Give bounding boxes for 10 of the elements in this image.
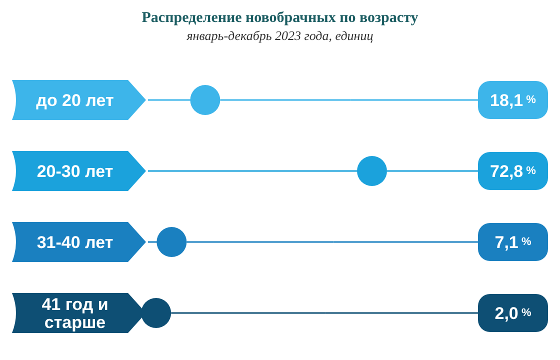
chart-subtitle: январь-декабрь 2023 года, единиц (186, 28, 374, 43)
y-tick-label: 41 год и старше (42, 294, 108, 332)
y-tick-label: до 20 лет (36, 90, 114, 110)
chart-title: Распределение новобрачных по возрасту (142, 10, 419, 26)
data-label: 2,0 % (494, 304, 532, 322)
data-label: 18,1 % (490, 90, 536, 110)
y-tick-label: 20-30 лет (36, 162, 114, 180)
data-label: 72,8 % (490, 162, 536, 180)
y-tick-label: 31-40 лет (36, 232, 114, 252)
data-label: 7,1 % (494, 232, 532, 252)
